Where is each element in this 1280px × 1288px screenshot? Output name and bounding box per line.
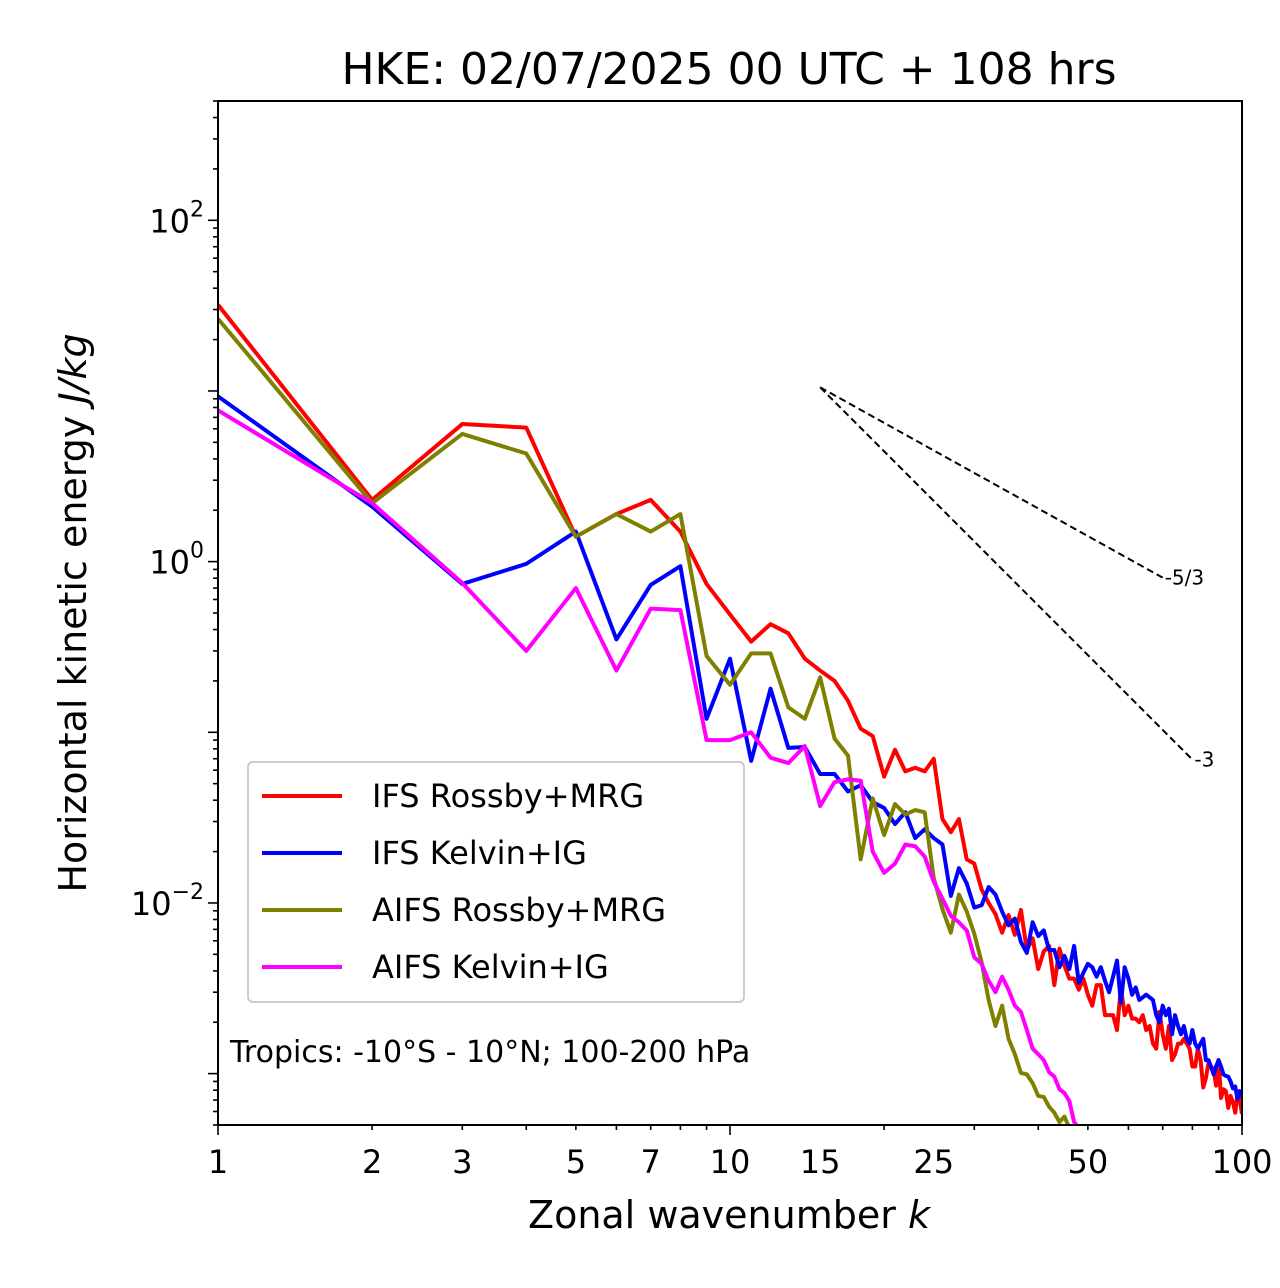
x-tick-label: 1 (208, 1143, 228, 1181)
series-line-ifs-rossby-mrg (218, 303, 1242, 1115)
series-layer (218, 303, 1242, 1125)
x-tick-label: 7 (641, 1143, 661, 1181)
slope-line (819, 386, 1194, 761)
x-axis-ticks: 1 2 3 5 7 10 15 25 50 100 (208, 1125, 1273, 1181)
series-ifs-rossby-mrg (218, 303, 1242, 1115)
x-tick-label: 50 (1068, 1143, 1109, 1181)
series-line-aifs-rossby-mrg (218, 317, 1071, 1125)
x-tick-label: 15 (800, 1143, 841, 1181)
y-axis-label-text: Horizontal kinetic energy (51, 404, 95, 893)
series-line-ifs-kelvin-ig (218, 394, 1242, 1102)
slope-label: -5/3 (1165, 566, 1204, 590)
y-axis-label-unit: J/kg (51, 333, 95, 410)
y-axis-ticks: 102 100 10−2 (131, 100, 218, 1126)
legend-label: AIFS Rossby+MRG (372, 891, 666, 929)
series-line-aifs-kelvin-ig (218, 408, 1079, 1125)
y-tick-label: 10−2 (131, 880, 204, 923)
legend-label: IFS Kelvin+IG (372, 834, 587, 872)
x-tick-label: 25 (913, 1143, 954, 1181)
y-tick-label: 102 (149, 197, 204, 240)
chart-title: HKE: 02/07/2025 00 UTC + 108 hrs (341, 44, 1116, 95)
region-annotation: Tropics: -10°S - 10°N; 100-200 hPa (229, 1035, 750, 1070)
x-tick-label: 5 (566, 1143, 586, 1181)
slope-label: -3 (1194, 748, 1214, 772)
legend-box (247, 761, 745, 1003)
x-axis-label-text: Zonal wavenumber (528, 1193, 908, 1237)
x-tick-label: 2 (362, 1143, 382, 1181)
legend-label: IFS Rossby+MRG (372, 777, 644, 815)
legend: IFS Rossby+MRG IFS Kelvin+IG AIFS Rossby+M… (247, 761, 745, 1003)
x-axis-label: Zonal wavenumber k (528, 1193, 932, 1237)
x-axis-label-symbol: k (908, 1193, 932, 1237)
x-tick-label: 3 (452, 1143, 472, 1181)
series-aifs-kelvin-ig (218, 408, 1079, 1125)
slope-line (819, 386, 1164, 579)
y-tick-label: 100 (149, 539, 204, 582)
x-tick-label: 10 (710, 1143, 751, 1181)
y-axis-label: Horizontal kinetic energy J/kg (51, 333, 95, 892)
legend-label: AIFS Kelvin+IG (372, 948, 609, 986)
x-tick-label: 100 (1211, 1143, 1272, 1181)
series-ifs-kelvin-ig (218, 394, 1242, 1102)
reference-slopes: -5/3 -3 (819, 386, 1214, 772)
series-aifs-rossby-mrg (218, 317, 1071, 1125)
legend-items: IFS Rossby+MRG IFS Kelvin+IG AIFS Rossby+M… (262, 777, 666, 986)
